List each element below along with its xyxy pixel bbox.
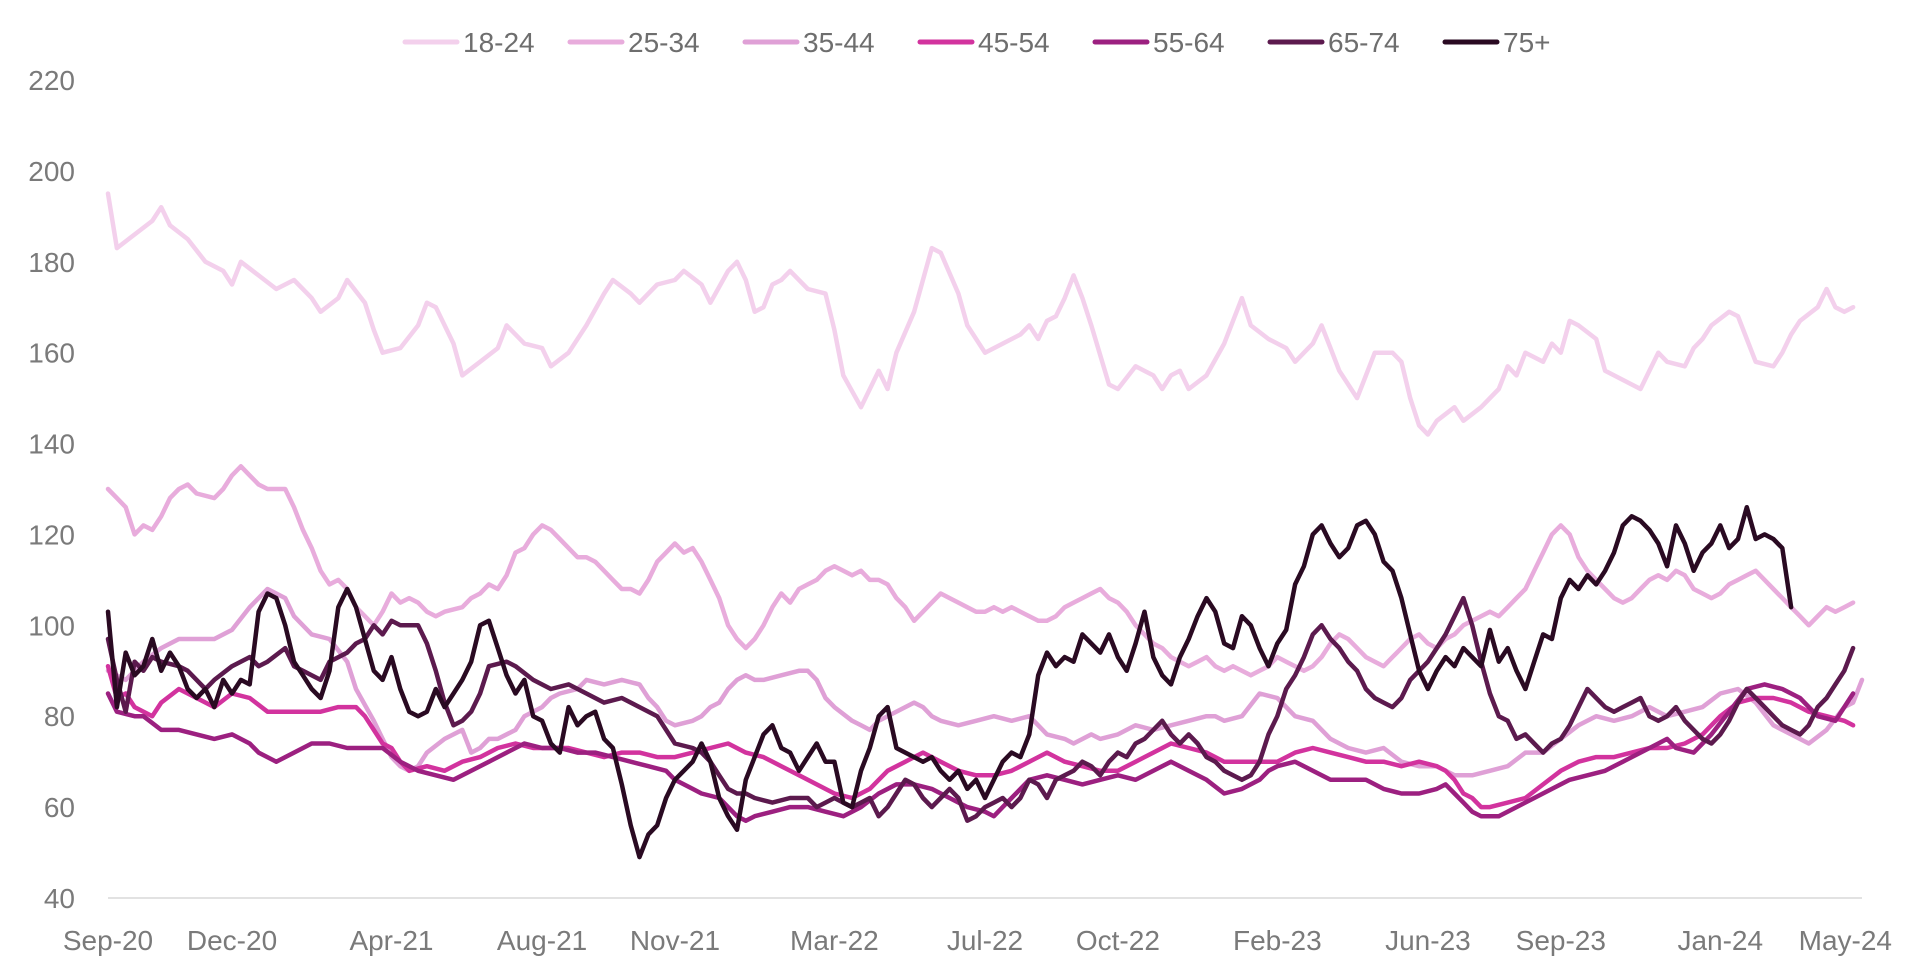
x-tick-label: Sep-20 bbox=[63, 925, 153, 956]
x-tick-label: Apr-21 bbox=[349, 925, 433, 956]
y-tick-label: 60 bbox=[44, 792, 75, 823]
series-line-18-24 bbox=[105, 191, 1856, 437]
legend-label: 25-34 bbox=[628, 27, 700, 58]
x-axis-ticks: Sep-20 Dec-20 Apr-21 Aug-21 Nov-21 Mar-22 Jul-… bbox=[63, 925, 1892, 956]
x-tick-label: May-24 bbox=[1799, 925, 1892, 956]
y-tick-label: 120 bbox=[28, 519, 75, 550]
legend-item: 75+ bbox=[1442, 27, 1551, 58]
legend: 18-24 25-34 35-44 45-54 55-64 65-74 75+ bbox=[402, 27, 1551, 58]
x-tick-label: Dec-20 bbox=[187, 925, 277, 956]
y-tick-label: 200 bbox=[28, 156, 75, 187]
legend-label: 65-74 bbox=[1328, 27, 1400, 58]
legend-item: 18-24 bbox=[402, 27, 535, 58]
y-axis-ticks: 40 60 80 100 120 140 160 180 200 220 bbox=[28, 65, 75, 914]
x-tick-label: Jul-22 bbox=[947, 925, 1023, 956]
legend-label: 35-44 bbox=[803, 27, 875, 58]
y-tick-label: 220 bbox=[28, 65, 75, 96]
y-tick-label: 140 bbox=[28, 429, 75, 460]
series-line-25-34 bbox=[105, 464, 1856, 678]
series-line-65-74 bbox=[105, 595, 1856, 823]
x-tick-label: Sep-23 bbox=[1516, 925, 1606, 956]
legend-item: 55-64 bbox=[1092, 27, 1225, 58]
legend-item: 25-34 bbox=[567, 27, 700, 58]
x-tick-label: Oct-22 bbox=[1076, 925, 1160, 956]
legend-item: 45-54 bbox=[917, 27, 1050, 58]
legend-label: 18-24 bbox=[463, 27, 535, 58]
y-tick-label: 80 bbox=[44, 701, 75, 732]
legend-label: 55-64 bbox=[1153, 27, 1225, 58]
series-line-55-64 bbox=[105, 682, 1856, 823]
x-tick-label: Jun-23 bbox=[1385, 925, 1471, 956]
y-tick-label: 160 bbox=[28, 338, 75, 369]
x-tick-label: Feb-23 bbox=[1233, 925, 1322, 956]
series-lines bbox=[105, 191, 1865, 860]
legend-label: 45-54 bbox=[978, 27, 1050, 58]
series-line-75+ bbox=[105, 504, 1794, 860]
legend-label: 75+ bbox=[1503, 27, 1551, 58]
x-tick-label: Nov-21 bbox=[630, 925, 720, 956]
legend-item: 35-44 bbox=[742, 27, 875, 58]
x-tick-label: Jan-24 bbox=[1677, 925, 1763, 956]
y-tick-label: 100 bbox=[28, 610, 75, 641]
legend-item: 65-74 bbox=[1267, 27, 1400, 58]
y-tick-label: 180 bbox=[28, 247, 75, 278]
x-tick-label: Mar-22 bbox=[790, 925, 879, 956]
y-tick-label: 40 bbox=[44, 883, 75, 914]
x-tick-label: Aug-21 bbox=[497, 925, 587, 956]
